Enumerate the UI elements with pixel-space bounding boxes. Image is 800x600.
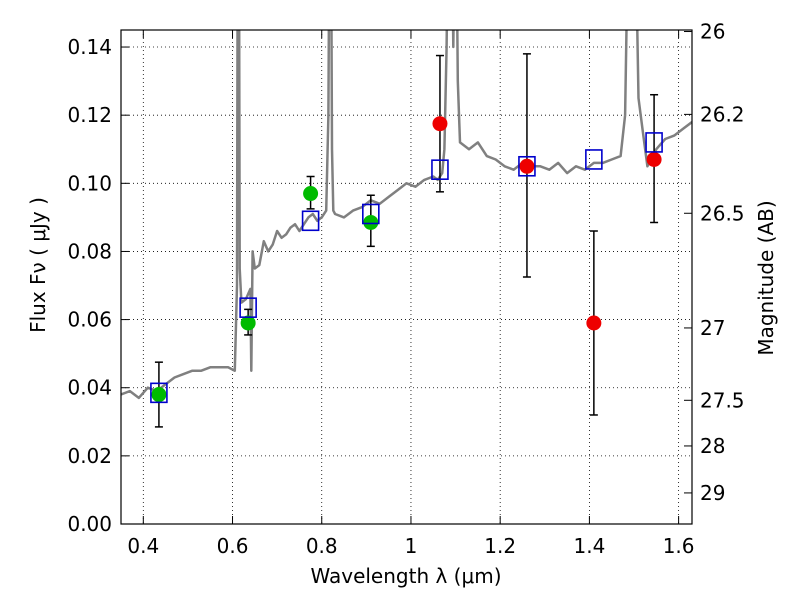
mag-tick-label: 29 (700, 481, 725, 505)
y-tick-label: 0.08 (67, 239, 112, 263)
model-square-point (301, 210, 320, 232)
x-tick-label: 1.6 (663, 534, 695, 558)
model-square-point (431, 159, 449, 180)
optical-data-point (363, 214, 379, 230)
x-tick-label: 0.8 (306, 534, 338, 558)
optical-data-point (240, 315, 256, 331)
plot-frame (120, 29, 693, 525)
mag-tick-label: 28 (700, 434, 725, 458)
model-square-point (239, 297, 257, 318)
markers (150, 116, 663, 404)
y2-axis-label: Magnitude (AB) (754, 200, 778, 355)
ticks: 0.4 0.6 0.8 1 1.2 1.4 1.6 0.00 0.02 0.04 0.06 0.08 0… (67, 20, 744, 558)
y-tick-label: 0.12 (67, 103, 112, 127)
nir-data-point (519, 158, 535, 174)
y-tick-label: 0.14 (67, 35, 112, 59)
mag-tick-label: 27 (700, 316, 725, 340)
y-tick-label: 0.00 (67, 512, 112, 536)
nir-data-point (646, 151, 662, 167)
x-axis-label: Wavelength λ (μm) (310, 564, 501, 588)
plot-area (121, 30, 692, 524)
optical-data-point (303, 186, 319, 202)
y-axis-label: Flux Fν ( μJy ) (26, 197, 50, 333)
x-tick-label: 1 (405, 534, 418, 558)
nir-data-point (586, 315, 602, 331)
model-square-point (150, 382, 168, 404)
spectrum-line (121, 30, 692, 400)
spectrum-layer (121, 30, 692, 400)
x-tick-label: 1.2 (484, 534, 516, 558)
optical-data-point (151, 387, 167, 403)
y-tick-label: 0.02 (67, 444, 112, 468)
x-tick-label: 0.4 (127, 534, 159, 558)
model-square-point (362, 203, 380, 225)
x-tick-label: 1.4 (573, 534, 605, 558)
y-tick-label: 0.04 (67, 376, 112, 400)
x-tick-label: 0.6 (217, 534, 249, 558)
y-tick-label: 0.06 (67, 308, 112, 332)
mag-tick-label: 27.5 (700, 388, 745, 412)
nir-data-point (432, 116, 448, 132)
model-square-point (585, 149, 603, 170)
mag-tick-label: 26 (700, 20, 725, 44)
mag-tick-label: 26.5 (700, 201, 745, 225)
model-square-point (645, 132, 663, 153)
model-square-point (518, 155, 536, 177)
mag-tick-label: 26.2 (700, 102, 745, 126)
y-tick-label: 0.10 (67, 171, 112, 195)
